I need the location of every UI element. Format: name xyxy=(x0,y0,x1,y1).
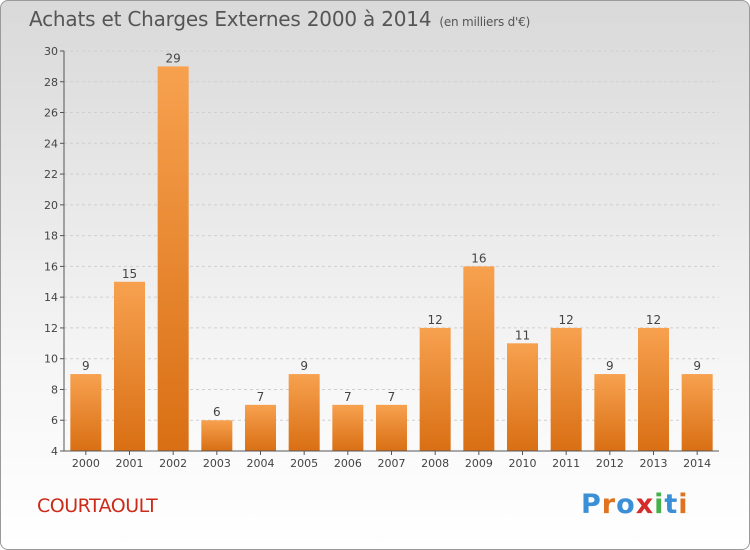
x-tick-label: 2007 xyxy=(378,457,406,470)
bar-value-label: 12 xyxy=(428,313,443,327)
y-tick-label: 18 xyxy=(44,230,58,243)
bar-value-label: 11 xyxy=(515,328,530,342)
y-tick-label: 10 xyxy=(44,353,58,366)
bar-value-label: 9 xyxy=(300,359,308,373)
bar-value-label: 9 xyxy=(693,359,701,373)
proxiti-logo: Proxiti xyxy=(581,489,689,520)
logo-letter: o xyxy=(616,489,636,520)
x-tick-label: 2011 xyxy=(552,457,580,470)
logo-letter: x xyxy=(635,489,655,520)
bar xyxy=(157,66,189,451)
x-tick-label: 2014 xyxy=(683,457,711,470)
bar-value-label: 9 xyxy=(606,359,614,373)
x-tick-label: 2000 xyxy=(72,457,100,470)
bar xyxy=(245,404,276,451)
y-tick-label: 6 xyxy=(51,414,58,427)
x-tick-label: 2009 xyxy=(465,457,493,470)
chart-unit: (en milliers d'€) xyxy=(439,15,531,29)
bar-value-label: 7 xyxy=(388,390,396,404)
bar xyxy=(681,374,713,451)
bar-value-label: 29 xyxy=(166,51,181,65)
bar xyxy=(594,374,626,451)
x-tick-label: 2004 xyxy=(247,457,275,470)
logo-letter: P xyxy=(581,489,602,520)
x-tick-label: 2013 xyxy=(640,457,668,470)
x-tick-label: 2005 xyxy=(290,457,318,470)
x-tick-label: 2012 xyxy=(596,457,624,470)
logo-letter: r xyxy=(601,489,617,520)
bar xyxy=(550,327,582,451)
bar-value-label: 12 xyxy=(646,313,661,327)
logo-letter: t xyxy=(664,489,679,520)
bar-value-label: 15 xyxy=(122,267,137,281)
bar xyxy=(114,281,145,451)
y-tick-label: 30 xyxy=(44,45,58,58)
bar-value-label: 9 xyxy=(82,359,90,373)
commune-name: COURTAOULT xyxy=(37,495,158,517)
y-tick-label: 22 xyxy=(44,168,58,181)
bar xyxy=(376,404,407,451)
y-tick-label: 12 xyxy=(44,322,58,335)
bar xyxy=(638,327,669,451)
logo-letter: i xyxy=(678,489,689,520)
x-tick-label: 2002 xyxy=(159,457,187,470)
bars xyxy=(70,66,713,451)
x-tick-label: 2008 xyxy=(421,457,449,470)
bar xyxy=(463,266,495,451)
y-tick-label: 26 xyxy=(44,107,58,120)
y-tick-label: 14 xyxy=(44,291,58,304)
data-labels: 9 15 29 6 7 9 7 7 12 16 11 12 9 12 9 xyxy=(82,51,701,419)
y-tick-label: 16 xyxy=(44,260,58,273)
bar-value-label: 16 xyxy=(471,251,486,265)
y-tick-label: 8 xyxy=(51,383,58,396)
x-tick-label: 2010 xyxy=(509,457,537,470)
bar xyxy=(507,343,538,451)
logo-letter: i xyxy=(654,489,665,520)
y-tick-label: 28 xyxy=(44,76,58,89)
bar-value-label: 7 xyxy=(257,390,265,404)
bar-value-label: 6 xyxy=(213,405,221,419)
bar xyxy=(288,374,320,451)
chart-title: Achats et Charges Externes 2000 à 2014 xyxy=(29,7,432,31)
x-tick-label: 2006 xyxy=(334,457,362,470)
x-tick-label: 2001 xyxy=(116,457,144,470)
y-tick-label: 20 xyxy=(44,199,58,212)
bar xyxy=(332,404,364,451)
y-tick-label: 24 xyxy=(44,137,58,150)
chart-title-line: Achats et Charges Externes 2000 à 2014 (e… xyxy=(29,7,530,31)
x-tick-label: 2003 xyxy=(203,457,231,470)
bar xyxy=(70,374,102,451)
bar-value-label: 12 xyxy=(559,313,574,327)
bar xyxy=(419,327,451,451)
axes: 4 6 8 10 12 14 16 18 20 22 24 26 28 30 2000 2001 2002 200… xyxy=(44,45,719,470)
bar-value-label: 7 xyxy=(344,390,352,404)
bar xyxy=(201,420,233,451)
y-tick-label: 4 xyxy=(51,445,58,458)
